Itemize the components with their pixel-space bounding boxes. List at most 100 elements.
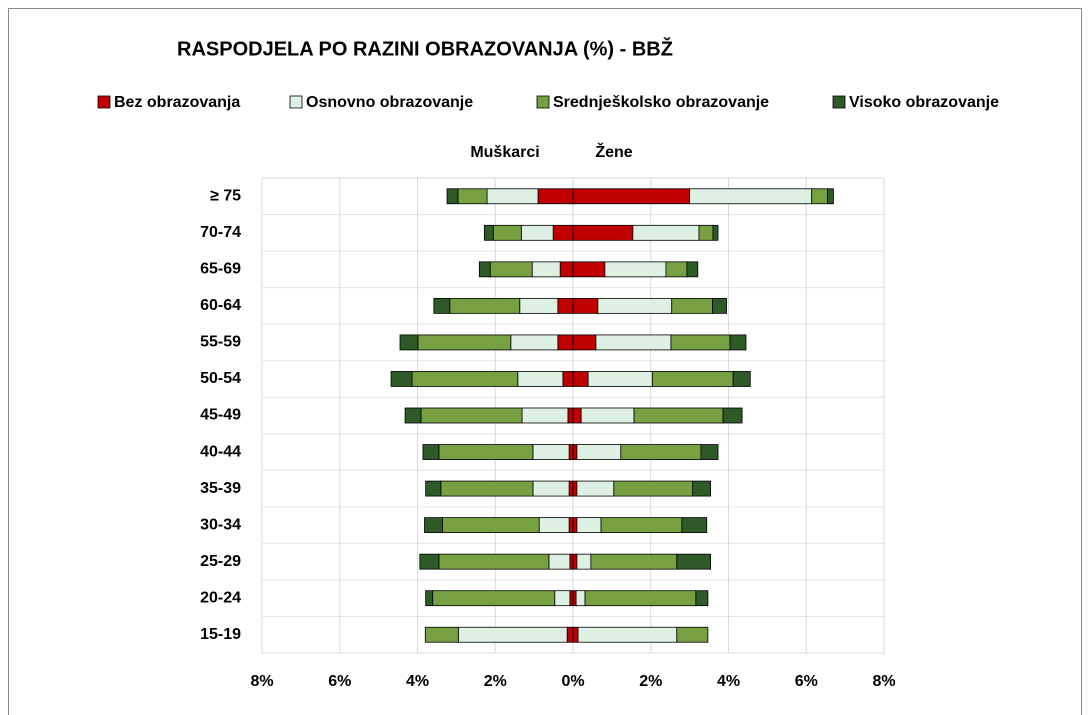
bar-segment [517, 371, 564, 387]
bar-segment [722, 407, 743, 424]
bar-segment [572, 553, 578, 570]
bar-segment [827, 188, 834, 205]
bar-segment [587, 371, 653, 387]
bar-segment [577, 626, 678, 643]
chart-border [8, 8, 1082, 715]
bar-segment [537, 188, 574, 205]
bar-segment [712, 297, 727, 314]
bar-segment [569, 590, 574, 607]
bar-segment [600, 517, 683, 534]
bar-segment [433, 297, 451, 314]
x-tick-label: 6% [795, 673, 818, 690]
bar-segment [689, 188, 813, 205]
bar-segment [613, 480, 694, 497]
bar-segment [483, 224, 494, 241]
x-tick-label: 2% [639, 673, 662, 690]
bar-segment [568, 444, 574, 460]
right-label: Žene [595, 142, 632, 161]
x-tick-label: 4% [406, 673, 429, 690]
bar-segment [441, 517, 540, 534]
bar-segment [521, 407, 569, 424]
chart-title: RASPODJELA PO RAZINI OBRAZOVANJA (%) - B… [177, 36, 673, 60]
bar-segment [597, 297, 673, 314]
bar-segment [569, 553, 574, 570]
bar-segment [572, 188, 691, 205]
x-tick-label: 8% [250, 673, 273, 690]
bar-segment [676, 553, 712, 570]
bar-segment [572, 261, 606, 278]
y-tick-label: 35-39 [200, 480, 241, 497]
bar-segment [438, 444, 534, 460]
legend-swatch [832, 95, 846, 109]
bar-segment [486, 188, 539, 205]
x-tick-label: 0% [561, 673, 584, 690]
bar-segment [567, 407, 574, 424]
bar-segment [548, 553, 571, 570]
bar-segment [700, 444, 719, 460]
y-tick-label: 30-34 [200, 516, 241, 533]
x-tick-label: 2% [484, 673, 507, 690]
bar-segment [422, 444, 440, 460]
bar-segment [532, 444, 570, 460]
bar-segment [424, 517, 443, 534]
y-tick-label: 20-24 [200, 589, 241, 606]
bar-segment [576, 480, 615, 497]
bar-segment [568, 480, 574, 497]
bar-segment [572, 224, 634, 241]
bar-segment [670, 334, 731, 351]
bar-segment [590, 553, 678, 570]
bar-segment [425, 590, 434, 607]
bar-segment [729, 334, 747, 351]
legend-swatch [536, 95, 550, 109]
bar-segment [811, 188, 829, 205]
bar-segment [432, 590, 556, 607]
bar-segment [651, 371, 734, 387]
bar-segment [390, 371, 413, 387]
bar-segment [580, 407, 635, 424]
bar-segment [420, 407, 523, 424]
bar-segment [404, 407, 422, 424]
bar-segment [457, 626, 568, 643]
bar-segment [620, 444, 702, 460]
bar-segment [538, 517, 570, 534]
y-tick-label: 55-59 [200, 334, 241, 351]
bar-segment [520, 224, 554, 241]
bar-segment [732, 371, 751, 387]
bar-segment [695, 590, 709, 607]
bar-segment [572, 334, 597, 351]
bar-segment [572, 407, 582, 424]
bar-segment [446, 188, 459, 205]
bar-segment [557, 297, 574, 314]
bar-segment [554, 590, 571, 607]
bar-segment [568, 517, 574, 534]
y-tick-label: 50-54 [200, 370, 241, 387]
bar-segment [692, 480, 712, 497]
bar-segment [572, 517, 578, 534]
bar-segment [632, 224, 700, 241]
bar-segment [559, 261, 574, 278]
legend-swatch [289, 95, 303, 109]
legend-label: Visoko obrazovanje [849, 94, 999, 111]
bar-segment [457, 188, 488, 205]
legend-label: Bez obrazovanja [114, 94, 240, 111]
bar-segment [698, 224, 714, 241]
bar-segment [676, 626, 709, 643]
bar-segment [572, 297, 599, 314]
bar-segment [576, 444, 622, 460]
bar-segment [572, 371, 589, 387]
bar-segment [399, 334, 419, 351]
bar-segment [510, 334, 559, 351]
bar-segment [633, 407, 724, 424]
y-tick-label: 15-19 [200, 626, 241, 643]
bar-segment [489, 261, 533, 278]
bar-segment [686, 261, 699, 278]
bar-segment [671, 297, 713, 314]
bar-segment [604, 261, 667, 278]
bar-segment [532, 480, 570, 497]
bar-segment [438, 553, 550, 570]
bar-segment [417, 334, 512, 351]
legend-swatch [97, 95, 111, 109]
bar-segment [478, 261, 491, 278]
bar-segment [576, 517, 602, 534]
